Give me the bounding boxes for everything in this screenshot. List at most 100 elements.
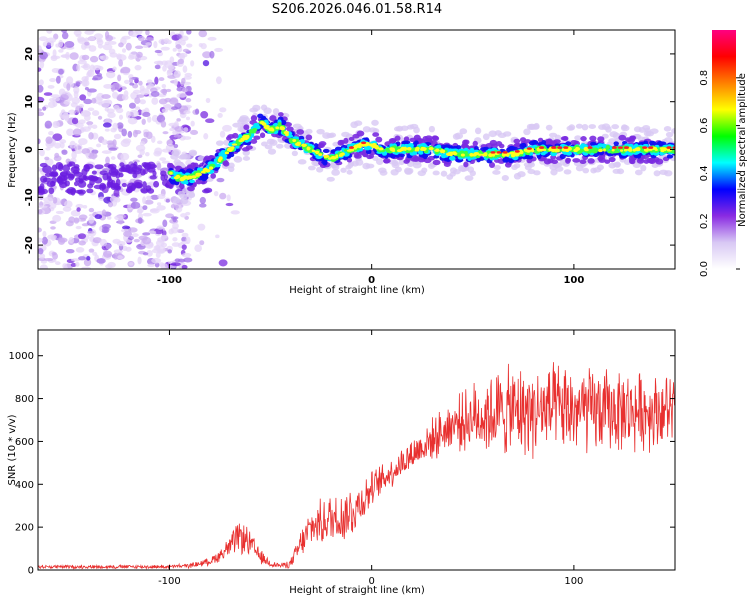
spectrogram-noise-blob [88, 248, 95, 253]
spectrogram-peak-mark [648, 146, 654, 149]
spectrogram-ridge-blob [635, 154, 642, 159]
spectrogram-noise-blob [172, 216, 177, 223]
spectrogram-noise-blob [92, 237, 102, 244]
spectrogram-ridge-blob [612, 132, 621, 140]
spectrogram-noise-blob [106, 216, 112, 220]
spectrogram-ridge-blob [223, 160, 230, 167]
spectrogram-noise-blob [108, 48, 116, 55]
spectrogram-ridge-blob [448, 148, 453, 152]
spectrogram-ridge-blob [607, 150, 613, 154]
spectrogram-noise-blob [156, 205, 166, 211]
spectrogram-noise-blob [174, 126, 184, 132]
spectrogram-noise-blob [184, 91, 194, 96]
spectrogram-ridge-blob [378, 167, 387, 174]
spectrogram-noise-blob [129, 102, 136, 109]
spectrogram-ridge-blob [633, 126, 642, 133]
spectrogram-ridge-blob [226, 154, 232, 159]
snr-frame [37, 329, 676, 571]
spectrogram-ridge-blob [418, 151, 424, 155]
spectrogram-noise-blob [200, 110, 209, 119]
spectrogram-noise-blob [88, 45, 97, 52]
spectrogram-noise-blob [75, 225, 82, 230]
spectrogram-ridge-blob [334, 146, 343, 151]
spectrogram-ridge-blob [562, 135, 569, 141]
spectrogram-ridge-blob [513, 142, 522, 148]
spectrogram-noise-blob [75, 33, 82, 38]
spectrogram-noise-blob [202, 51, 212, 59]
spectrogram-noise-blob [205, 97, 211, 104]
spectrogram-ridge-blob [460, 153, 465, 157]
spectrogram-ridge-blob [459, 128, 468, 135]
spectrogram-noise-blob [38, 138, 41, 145]
spectrogram-noise-blob [173, 144, 179, 149]
spectrogram-noise-blob [104, 128, 110, 132]
spectrogram-noise-blob [166, 69, 172, 77]
spectrogram-ridge-blob [591, 147, 598, 152]
spectrogram-noise-blob [89, 55, 99, 63]
spectrogram-noise-blob [71, 117, 79, 125]
spectrogram-ridge-blob [440, 154, 447, 159]
spectrogram-ridge-blob [452, 133, 461, 140]
spectrogram-noise-blob [158, 98, 168, 105]
spectrogram-noise-blob [177, 54, 186, 59]
spectrogram-ridge-blob [220, 152, 226, 157]
spectrogram-noise-blob [172, 47, 177, 52]
spectrogram-ridge-blob [297, 159, 307, 165]
spectrogram-noise-blob [134, 181, 143, 189]
spectrogram-ridge-blob [253, 128, 258, 132]
spectrogram-ridge-blob [541, 139, 547, 145]
spectrogram-ridge-blob [488, 161, 496, 169]
spectrogram-noise-blob [194, 244, 203, 252]
spectrogram-ridge-blob [482, 133, 490, 141]
spectrogram-noise-blob [110, 180, 116, 185]
spectrogram-noise-blob [51, 251, 57, 256]
spectrogram-noise-blob [130, 201, 141, 209]
spectrogram-noise-blob [73, 86, 80, 94]
spectrogram-noise-blob [117, 255, 124, 260]
spectrogram-ridge-blob [201, 174, 209, 180]
spectrogram-noise-blob [162, 219, 168, 228]
spectrogram-ridge-blob [645, 130, 654, 137]
spectrogram-ridge-blob [488, 153, 492, 157]
spectrogram-noise-blob [87, 230, 95, 234]
spectrogram-ridge-blob [588, 124, 597, 129]
spectrogram-ridge-blob [169, 171, 173, 175]
spectrogram-ridge-blob [561, 147, 568, 152]
spectrogram-noise-blob [43, 92, 53, 96]
spectrogram-ridge-blob [401, 146, 405, 151]
spectrogram-ridge-blob [168, 162, 174, 169]
spectrogram-noise-blob [113, 189, 120, 197]
spectrogram-noise-blob [197, 223, 206, 231]
spectrogram-ridge-blob [497, 132, 507, 138]
spectrogram-noise-blob [153, 180, 160, 188]
spectrogram-noise-blob [219, 130, 226, 138]
spectrogram-noise-blob [75, 81, 81, 87]
spectrogram-ridge-blob [654, 148, 658, 152]
spectrogram-noise-blob [108, 40, 117, 45]
spectrogram-noise-blob [104, 107, 110, 112]
spectrogram-noise-blob [226, 194, 231, 202]
spectrogram-noise-blob [110, 127, 117, 133]
spectrogram-ridge-blob [446, 174, 454, 180]
spectrogram-noise-blob [44, 156, 50, 161]
spectrogram-noise-blob [83, 258, 92, 267]
spectrogram-noise-blob [121, 164, 131, 173]
spectrogram-noise-blob [168, 228, 174, 235]
spectrogram-noise-blob [134, 64, 142, 71]
spectrogram-noise-blob [140, 187, 149, 194]
spectrogram-ridge-blob [665, 131, 674, 138]
spectrogram-ridge-blob [628, 146, 632, 151]
spectrogram-ridge-blob [326, 176, 335, 182]
spectrogram-peak-mark [526, 147, 532, 150]
spectrogram-y-tick-label: 0 [24, 146, 35, 153]
spectrogram-noise-blob [169, 127, 175, 132]
spectrogram-ridge-blob [415, 146, 420, 151]
spectrogram-ridge-blob [269, 139, 278, 146]
spectrogram-ridge-blob [375, 136, 383, 143]
spectrogram-noise-blob [119, 179, 127, 183]
spectrogram-noise-blob [38, 257, 46, 262]
spectrogram-noise-blob [150, 90, 160, 98]
spectrogram-noise-blob [199, 240, 205, 246]
spectrogram-ridge-blob [364, 143, 371, 146]
spectrogram-ridge-blob [567, 147, 572, 151]
